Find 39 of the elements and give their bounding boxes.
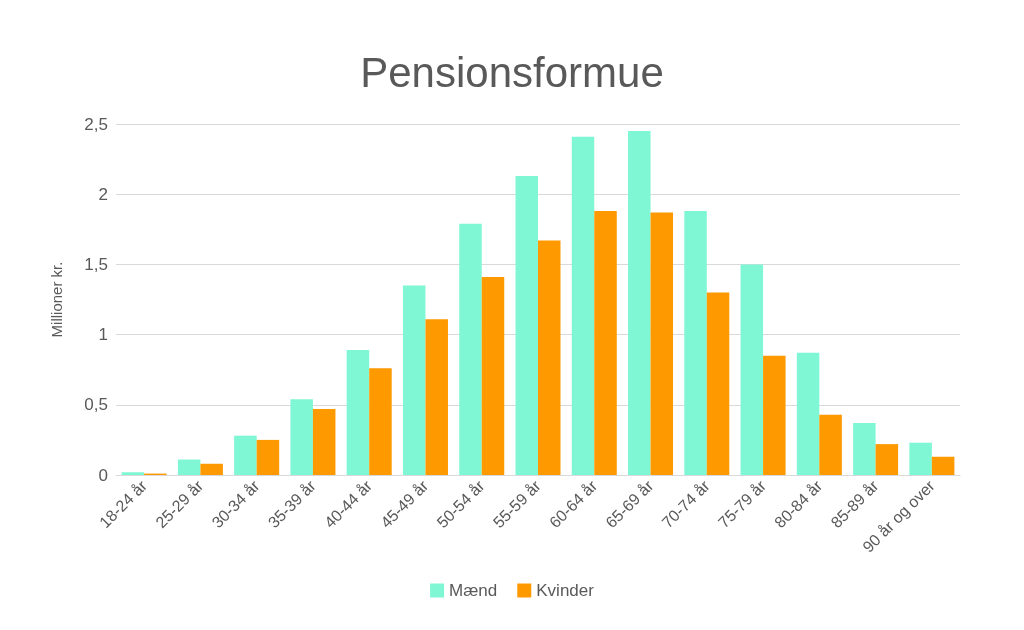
bar: [819, 414, 842, 475]
bar: [177, 459, 201, 475]
bar: [909, 442, 932, 475]
bar: [594, 211, 617, 475]
bar: [628, 131, 651, 475]
bar: [650, 212, 674, 475]
bar: [312, 409, 336, 475]
bar: [538, 240, 561, 475]
bar: [234, 435, 257, 475]
y-tick-label: 0: [98, 465, 108, 485]
legend-label: Mænd: [449, 581, 498, 600]
bar: [931, 456, 955, 475]
bar: [369, 368, 392, 475]
y-tick-label: 0,5: [84, 395, 108, 415]
y-axis-title: Millioner kr.: [48, 261, 65, 338]
bar: [684, 211, 707, 475]
bar: [481, 277, 505, 475]
bar: [763, 355, 786, 475]
bar: [459, 223, 482, 475]
bar: [571, 136, 595, 475]
bar: [853, 423, 876, 475]
bar: [402, 285, 426, 475]
bar: [796, 352, 820, 475]
legend-label: Kvinder: [536, 581, 595, 600]
bar: [200, 463, 223, 475]
y-tick-label: 2: [98, 184, 108, 204]
bar: [425, 319, 448, 475]
bar: [121, 472, 145, 475]
bar: [290, 399, 313, 475]
bar: [346, 350, 370, 475]
y-tick-label: 2,5: [84, 114, 108, 134]
bar: [706, 292, 730, 475]
bar: [256, 439, 280, 475]
y-tick-label: 1: [98, 325, 108, 345]
bar: [875, 444, 899, 475]
y-tick-label: 1,5: [84, 254, 108, 274]
bar: [515, 175, 538, 475]
chart-title: Pensionsformue: [360, 48, 664, 96]
bar: [740, 264, 764, 475]
